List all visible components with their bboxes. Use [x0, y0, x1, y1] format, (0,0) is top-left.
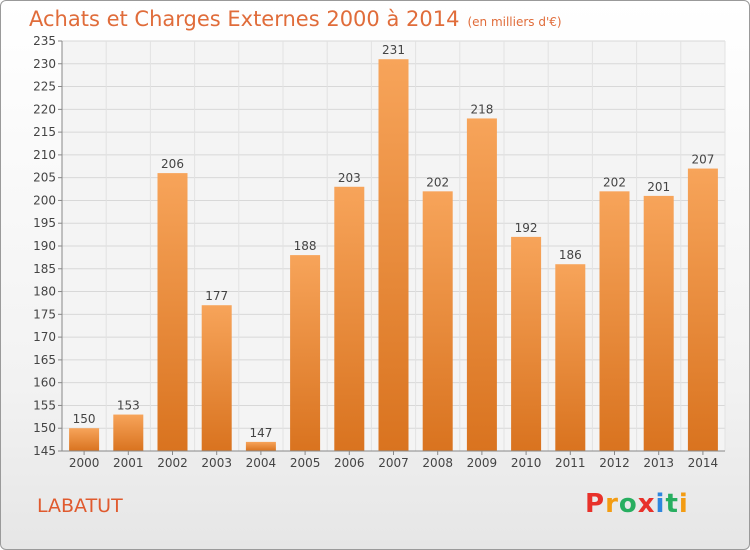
y-tick-label: 190: [33, 239, 56, 253]
bar: [555, 264, 586, 451]
y-tick-label: 165: [33, 353, 56, 367]
y-tick-label: 205: [33, 171, 56, 185]
x-tick-label: 2010: [511, 456, 542, 470]
x-tick-label: 2008: [422, 456, 453, 470]
bar-value-label: 207: [691, 153, 714, 167]
y-tick-label: 160: [33, 376, 56, 390]
bar-value-label: 206: [161, 157, 184, 171]
bar: [687, 168, 718, 452]
y-tick-label: 200: [33, 193, 56, 207]
bar-value-label: 203: [338, 171, 361, 185]
bar-value-label: 147: [249, 426, 272, 440]
logo-letter: i: [655, 489, 666, 519]
bar-value-label: 186: [559, 248, 582, 262]
y-tick-label: 195: [33, 216, 56, 230]
x-tick-label: 2013: [643, 456, 674, 470]
y-tick-label: 230: [33, 57, 56, 71]
chart-subtitle: (en milliers d'€): [467, 15, 562, 29]
x-tick-label: 2000: [69, 456, 100, 470]
logo-letter: t: [665, 489, 679, 519]
chart-title-text: Achats et Charges Externes 2000 à 2014: [29, 7, 460, 31]
y-tick-label: 155: [33, 398, 56, 412]
y-tick-label: 145: [33, 444, 56, 458]
x-tick-label: 2014: [688, 456, 719, 470]
bar-value-label: 177: [205, 289, 228, 303]
x-tick-label: 2012: [599, 456, 630, 470]
logo-letter: i: [678, 489, 689, 519]
bar-value-label: 202: [603, 175, 626, 189]
y-tick-label: 170: [33, 330, 56, 344]
commune-name: LABATUT: [37, 495, 123, 517]
bar: [466, 118, 497, 451]
x-tick-label: 2009: [467, 456, 498, 470]
y-tick-label: 225: [33, 80, 56, 94]
y-tick-label: 150: [33, 421, 56, 435]
bar: [378, 59, 409, 451]
x-tick-label: 2003: [201, 456, 232, 470]
bar: [334, 186, 365, 451]
logo-letter: P: [585, 489, 606, 519]
x-tick-label: 2006: [334, 456, 365, 470]
y-tick-label: 175: [33, 307, 56, 321]
y-tick-label: 220: [33, 102, 56, 116]
y-tick-label: 235: [33, 34, 56, 48]
bar-value-label: 188: [294, 239, 317, 253]
bar-value-label: 218: [470, 102, 493, 116]
bar: [290, 255, 321, 451]
proxiti-logo: Proxiti: [585, 489, 689, 519]
logo-letter: r: [605, 489, 619, 519]
bar: [245, 441, 276, 451]
y-tick-label: 215: [33, 125, 56, 139]
bar: [511, 236, 542, 451]
bar: [69, 428, 100, 451]
x-tick-label: 2004: [246, 456, 277, 470]
y-tick-label: 185: [33, 262, 56, 276]
chart-title: Achats et Charges Externes 2000 à 2014 (e…: [29, 7, 562, 31]
bar: [422, 191, 453, 452]
bar-value-label: 192: [515, 221, 538, 235]
x-tick-label: 2002: [157, 456, 188, 470]
bar-value-label: 202: [426, 175, 449, 189]
y-tick-label: 180: [33, 285, 56, 299]
bar-value-label: 150: [73, 412, 96, 426]
bar-value-label: 201: [647, 180, 670, 194]
bar-value-label: 231: [382, 43, 405, 57]
bar: [599, 191, 630, 452]
x-tick-label: 2005: [290, 456, 321, 470]
bar-value-label: 153: [117, 399, 140, 413]
logo-letter: o: [618, 489, 638, 519]
bar: [643, 195, 674, 451]
y-tick-label: 210: [33, 148, 56, 162]
x-tick-label: 2007: [378, 456, 409, 470]
x-tick-label: 2011: [555, 456, 586, 470]
bar: [113, 414, 144, 451]
logo-letter: x: [637, 489, 656, 519]
x-tick-label: 2001: [113, 456, 144, 470]
bar: [157, 173, 188, 451]
bar: [201, 305, 232, 451]
